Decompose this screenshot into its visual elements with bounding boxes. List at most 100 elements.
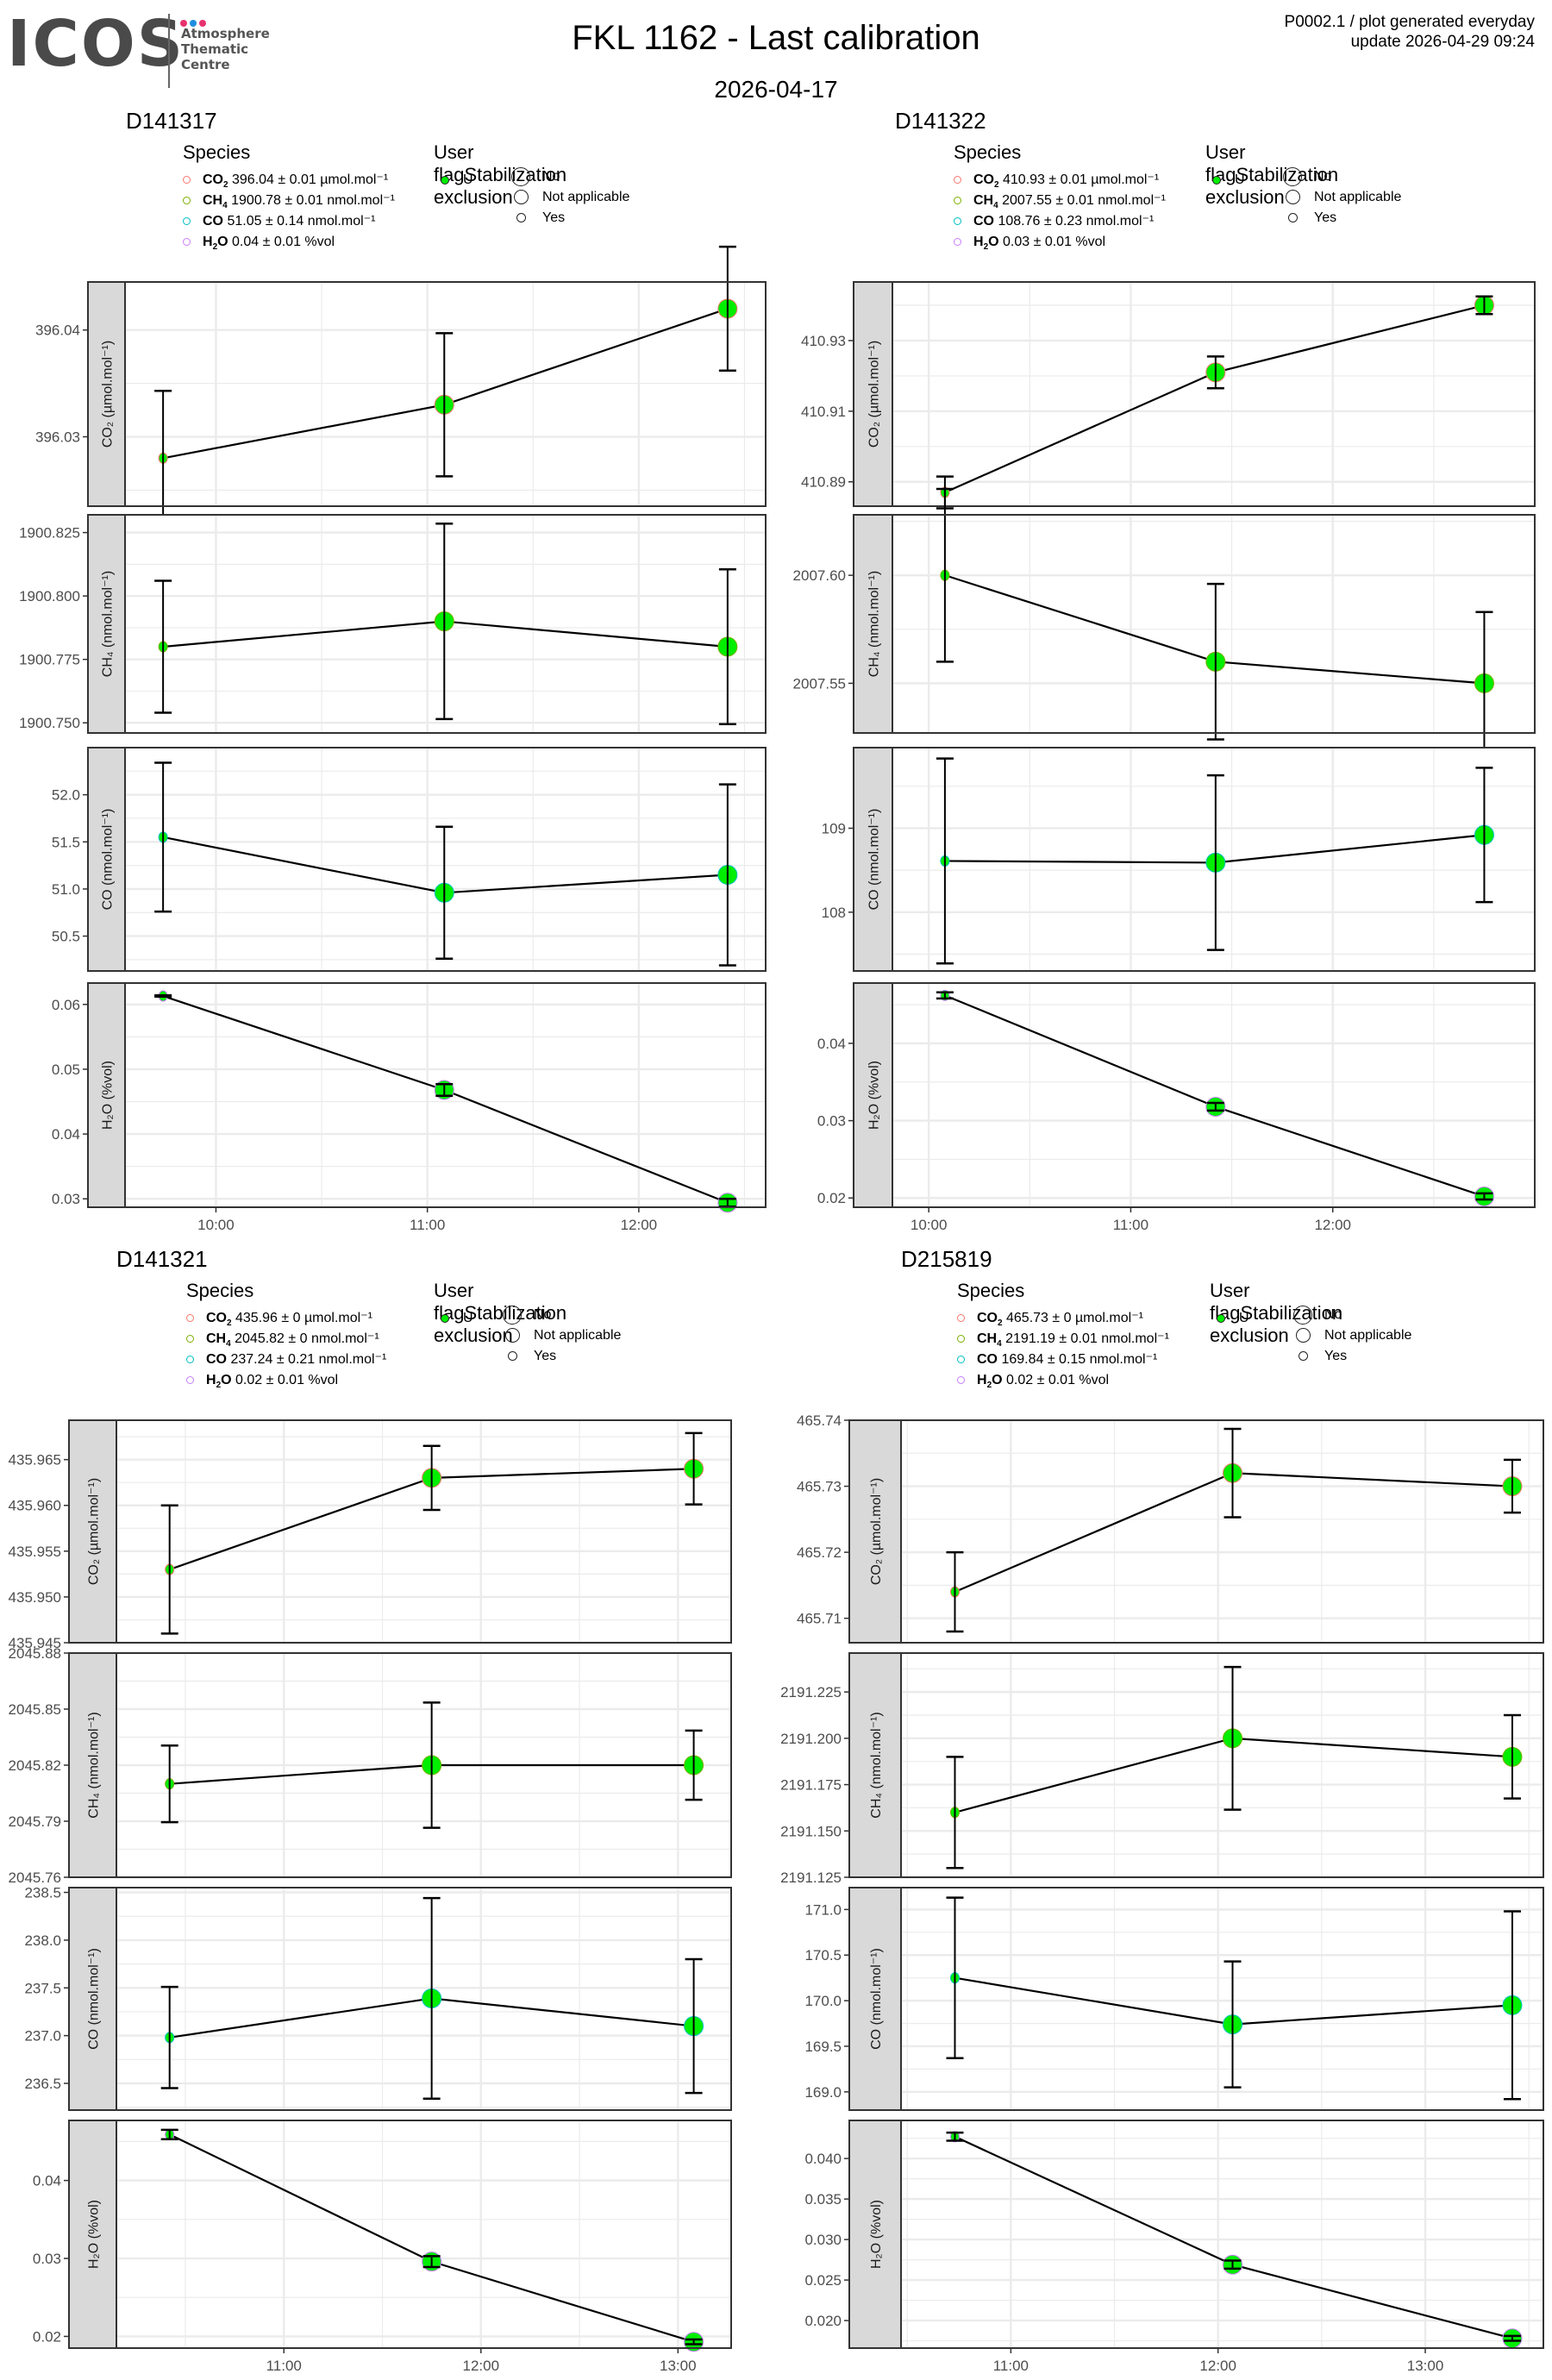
legend-circle-icon xyxy=(186,1376,194,1385)
legend-stab-item: No xyxy=(511,167,560,186)
legend-item: CO2 465.73 ± 0 µmol.mol⁻¹ xyxy=(957,1309,1143,1333)
y-tick-label: 1900.800 xyxy=(19,588,80,604)
legend-stab-item: Yes xyxy=(1293,1347,1347,1366)
legend-species-value: 465.73 ± 0 µmol.mol⁻¹ xyxy=(1002,1311,1143,1325)
legend-item: H2O 0.02 ± 0.01 %vol xyxy=(957,1371,1109,1395)
legend-user-flag-title: User flagStabilization exclusion xyxy=(1205,141,1339,208)
legend-species-name: CO xyxy=(203,214,223,229)
legend-species-name: CH4 xyxy=(206,1331,231,1350)
user-flag-label: U xyxy=(1239,1311,1249,1325)
logo-subtitle: Atmosphere Thematic Centre xyxy=(181,26,270,72)
x-tick-label: 13:00 xyxy=(1407,2358,1444,2374)
plot-metadata: P0002.1 / plot generated everyday update… xyxy=(1285,12,1535,52)
y-tick-label: 0.05 xyxy=(52,1062,80,1078)
stab-label: Yes xyxy=(1314,210,1337,225)
data-point xyxy=(1502,1746,1523,1767)
y-tick-label: 171.0 xyxy=(804,1901,842,1918)
y-tick-label: 435.950 xyxy=(9,1589,61,1606)
plot-area xyxy=(116,1653,731,1877)
y-tick-label: 2191.125 xyxy=(780,1870,842,1886)
hollow-circle-icon xyxy=(1283,167,1302,186)
panel-ch4: 1900.750 1900.775 1900.800 1900.825 CH₄ (nmo… xyxy=(19,514,767,734)
y-tick-label: 1900.825 xyxy=(19,525,80,542)
panel-strip-label: CO₂ (µmol.mol⁻¹) xyxy=(867,341,882,448)
data-point xyxy=(684,1458,704,1479)
series-line xyxy=(954,1472,1513,1594)
hollow-circle-icon xyxy=(511,167,530,186)
x-tick-label: 12:00 xyxy=(1314,1217,1351,1233)
y-tick-label: 435.945 xyxy=(9,1635,61,1651)
y-tick-label: 2045.76 xyxy=(9,1870,61,1886)
legend-circle-icon xyxy=(183,238,191,247)
panel-strip-label: CO (nmol.mol⁻¹) xyxy=(867,809,882,911)
stab-label: No xyxy=(1314,169,1332,185)
y-tick-label: 237.5 xyxy=(24,1980,61,1996)
legend-species-name: CO2 xyxy=(203,172,228,191)
data-point xyxy=(949,2131,960,2143)
data-point xyxy=(1474,1186,1494,1206)
cylinder-id: D141317 xyxy=(126,108,217,134)
data-point xyxy=(165,1563,175,1575)
legend-circle-icon xyxy=(954,238,961,247)
legend-circle-icon xyxy=(957,1314,965,1323)
legend-circle-icon xyxy=(183,217,191,226)
legend-user-flag-item: U xyxy=(441,1309,473,1328)
panel-h2o: 0.03 0.04 0.05 0.06 H₂O (%vol) xyxy=(52,982,767,1213)
legend-stab-item: Not applicable xyxy=(503,1326,621,1345)
panel-strip xyxy=(853,514,893,734)
legend-species-title: Species xyxy=(957,1280,1025,1301)
y-tick-label: 2191.150 xyxy=(780,1823,842,1839)
y-tick-label: 1900.750 xyxy=(19,715,80,731)
data-point xyxy=(434,882,454,903)
cylinder-id: D141321 xyxy=(116,1246,208,1272)
y-tick-label: 0.02 xyxy=(817,1190,846,1206)
legend-item: CO 51.05 ± 0.14 nmol.mol⁻¹ xyxy=(183,212,375,231)
legend-species-name: H2O xyxy=(203,235,228,253)
data-point xyxy=(434,611,454,632)
data-point xyxy=(1205,1096,1226,1117)
y-tick-label: 51.5 xyxy=(52,834,80,850)
legend-circle-icon xyxy=(957,1356,965,1364)
panel-strip xyxy=(853,982,893,1208)
y-tick-label: 435.960 xyxy=(9,1498,61,1514)
panel-strip xyxy=(853,747,893,972)
y-tick-label: 410.93 xyxy=(801,333,846,349)
series-line xyxy=(954,2135,1513,2339)
legend-item: CH4 1900.78 ± 0.01 nmol.mol⁻¹ xyxy=(183,191,395,216)
plot-area xyxy=(125,748,766,971)
data-point xyxy=(1205,651,1226,672)
y-tick-label: 2045.82 xyxy=(9,1757,61,1774)
hollow-circle-icon xyxy=(516,213,526,223)
x-tick-label: 11:00 xyxy=(410,1217,445,1233)
legend-stab-item: Yes xyxy=(511,209,565,228)
y-tick-label: 2191.175 xyxy=(780,1777,842,1794)
y-tick-label: 0.03 xyxy=(52,1191,80,1207)
y-tick-label: 170.5 xyxy=(804,1947,842,1964)
panel-co: 169.0 169.5 170.0 170.5 171.0 CO (nmol.mol⁻¹) xyxy=(804,1887,1544,2111)
update-timestamp: update 2026-04-29 09:24 xyxy=(1350,33,1535,51)
legend-stab-item: Not applicable xyxy=(1293,1326,1411,1345)
data-point xyxy=(717,298,738,319)
legend-user-flag-title: User flagStabilization exclusion xyxy=(1210,1280,1343,1346)
panel-border xyxy=(124,281,767,507)
data-point xyxy=(158,831,168,843)
y-tick-label: 0.02 xyxy=(33,2328,61,2345)
panel-border xyxy=(124,514,767,734)
data-point xyxy=(684,2332,704,2352)
panel-co2: 396.03 396.04 CO₂ (µmol.mol⁻¹) xyxy=(35,245,767,527)
cylinder-id: D215819 xyxy=(901,1246,992,1272)
panel-strip-label: CO (nmol.mol⁻¹) xyxy=(87,1948,102,2050)
x-tick-label: 11:00 xyxy=(266,2358,302,2374)
hollow-circle-icon xyxy=(1293,1306,1312,1325)
y-tick-label: 0.06 xyxy=(52,997,80,1013)
panel-strip xyxy=(68,1887,117,2111)
stab-label: Not applicable xyxy=(1324,1328,1412,1343)
legend-species-name: CO xyxy=(977,1352,998,1367)
y-tick-label: 169.0 xyxy=(804,2084,842,2101)
data-point xyxy=(949,1586,960,1598)
legend-species-name: CH4 xyxy=(973,193,998,211)
y-tick-label: 109 xyxy=(822,820,846,836)
logo-dots-icon xyxy=(180,16,209,31)
y-tick-label: 2007.60 xyxy=(793,567,846,584)
